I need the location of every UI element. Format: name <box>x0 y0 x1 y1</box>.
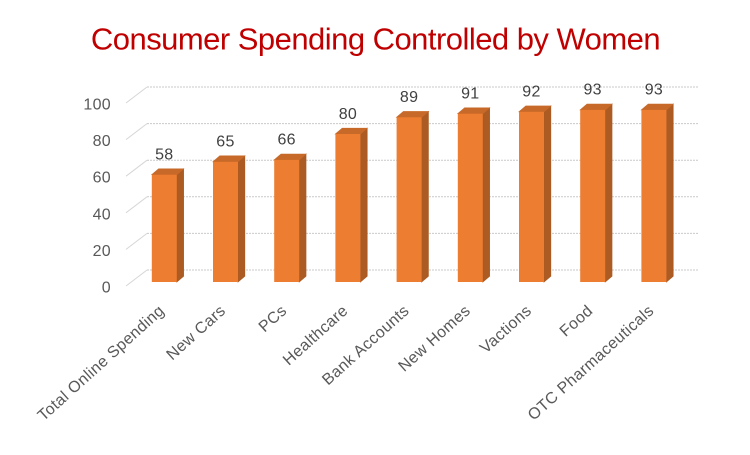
svg-text:Consumer Spending Controlled b: Consumer Spending Controlled by Women <box>91 21 660 56</box>
svg-text:80: 80 <box>339 106 357 123</box>
svg-text:60: 60 <box>93 170 111 187</box>
svg-text:89: 89 <box>400 89 418 106</box>
svg-text:40: 40 <box>93 206 111 223</box>
svg-text:0: 0 <box>102 280 111 297</box>
svg-text:91: 91 <box>461 86 479 103</box>
svg-text:93: 93 <box>645 82 663 99</box>
svg-text:20: 20 <box>93 243 111 260</box>
svg-text:58: 58 <box>155 147 173 164</box>
svg-text:80: 80 <box>93 133 111 150</box>
svg-text:93: 93 <box>583 82 601 99</box>
svg-text:100: 100 <box>83 97 111 114</box>
svg-text:92: 92 <box>522 84 540 101</box>
svg-text:66: 66 <box>277 132 295 149</box>
svg-text:65: 65 <box>216 134 234 151</box>
